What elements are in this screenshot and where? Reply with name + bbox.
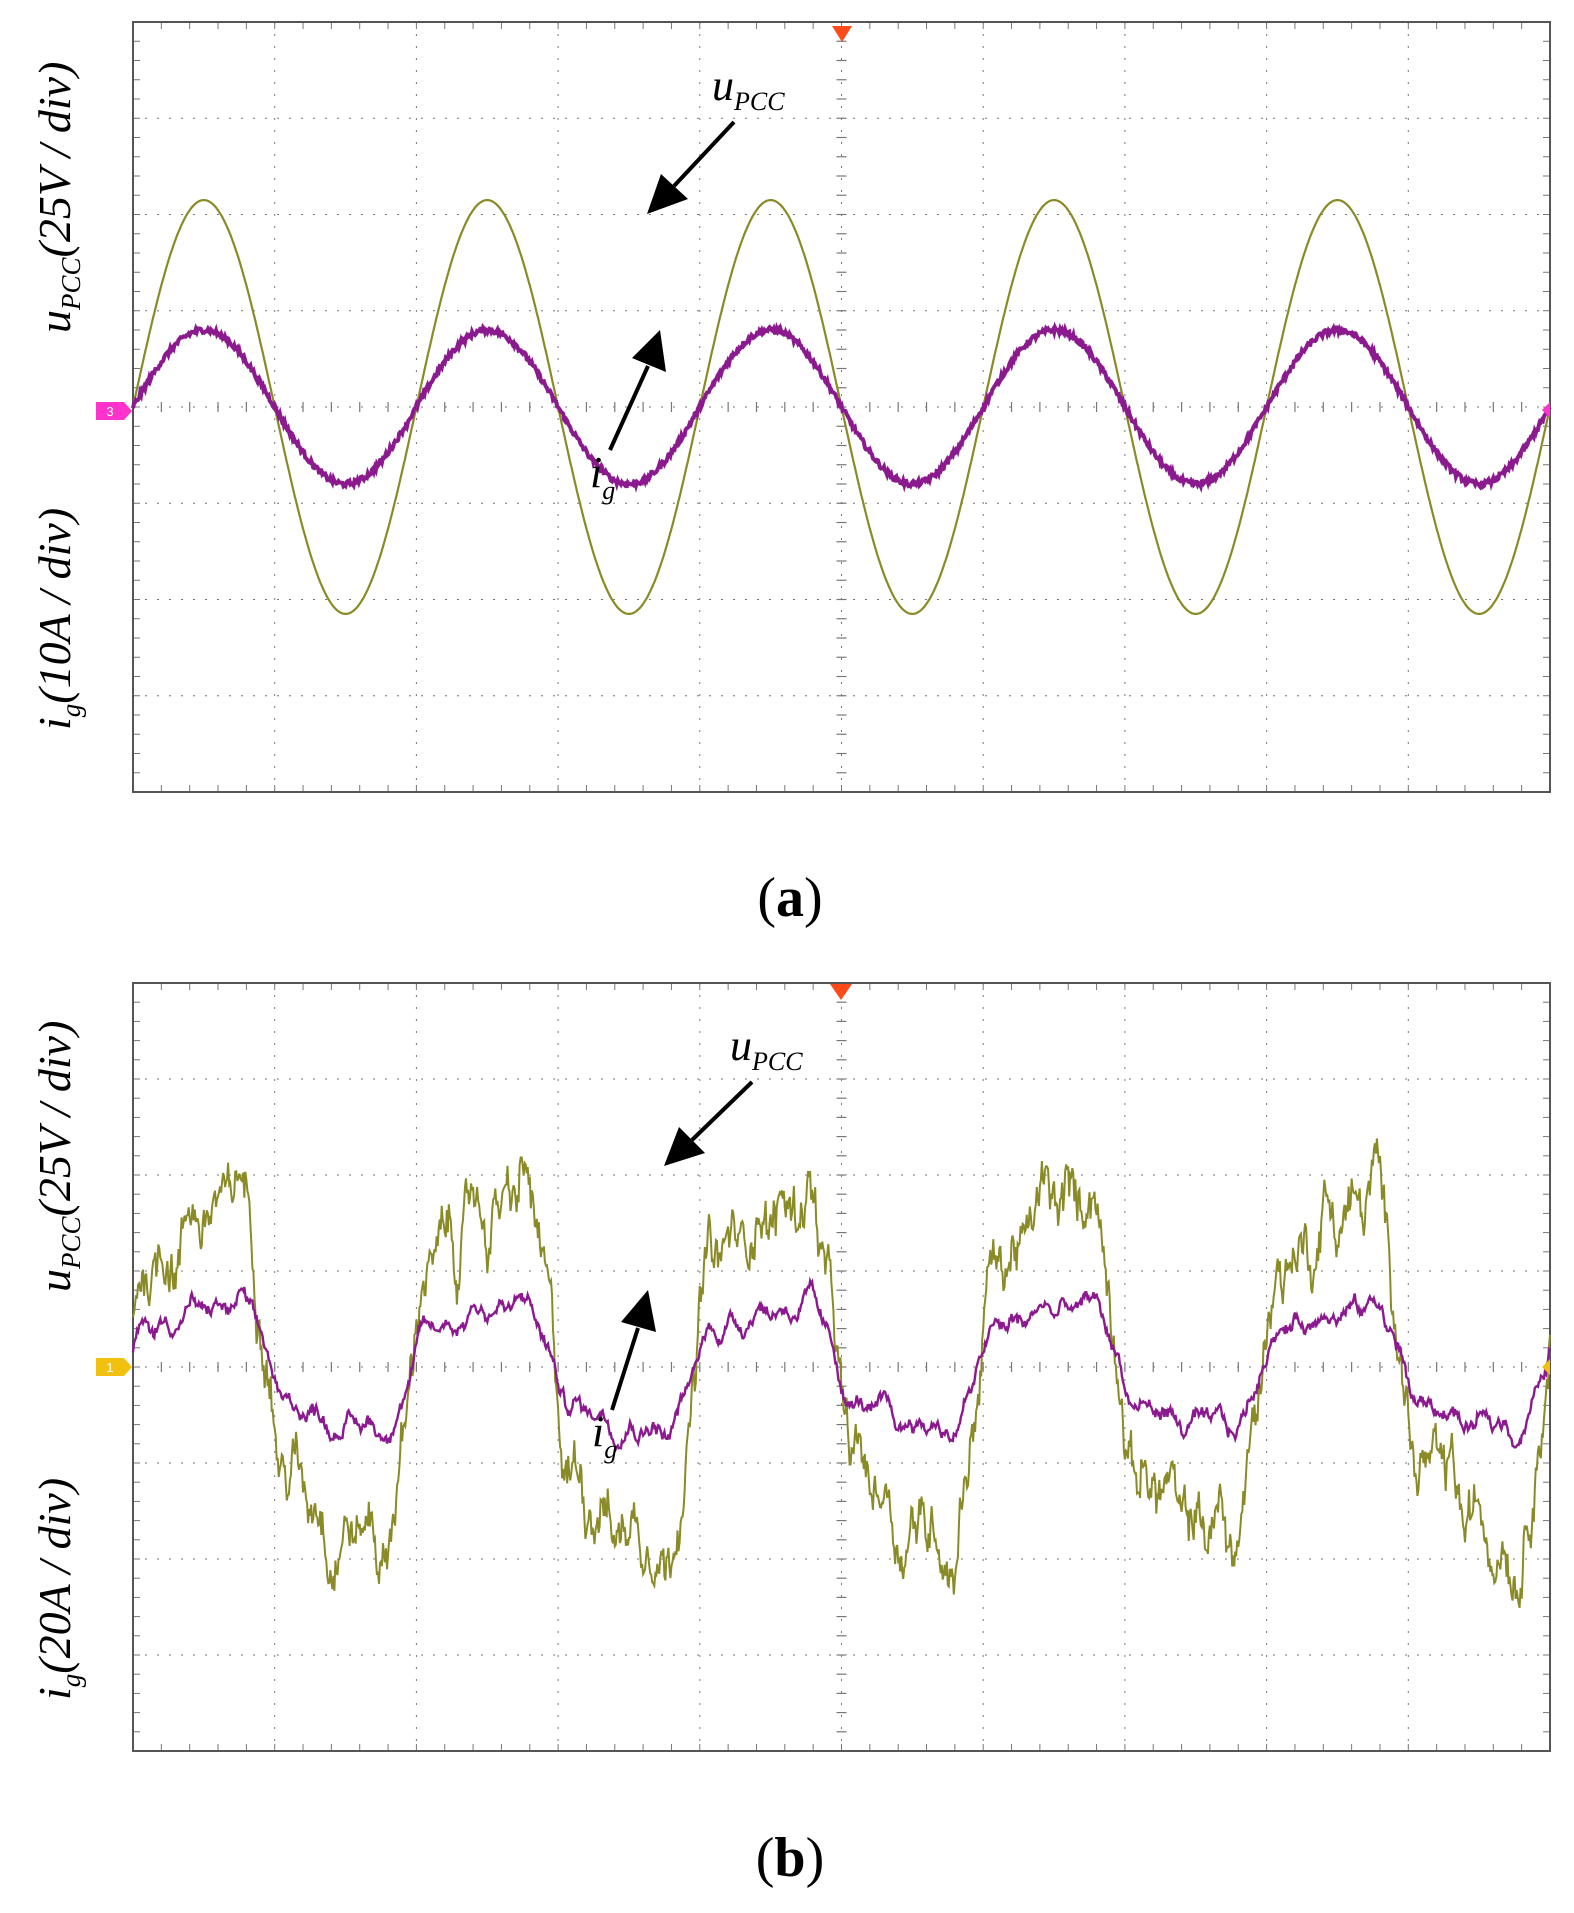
svg-text:uPCC: uPCC — [712, 61, 785, 116]
panel-a-ylabel-voltage: uPCC(25V / div) — [29, 62, 86, 333]
svg-text:ig: ig — [590, 448, 615, 505]
panel-a-ylabel-voltage-sub: PCC — [56, 256, 86, 311]
panel-b-ylabel-current: ig(20A / div) — [29, 1478, 86, 1700]
panel-a-caption-letter: a — [776, 867, 804, 929]
arrow-head-icon — [621, 1290, 656, 1332]
channel-marker-a-label: 3 — [106, 404, 113, 419]
panel-a-ylabel-current-sub: g — [56, 704, 86, 718]
panel-a-annot-current-sub: g — [602, 476, 615, 505]
panel-a-caption: (a) — [757, 867, 822, 929]
channel-marker-a: 3 — [96, 402, 132, 420]
panel-a-current-trace — [131, 321, 1552, 494]
panel-b: 1 uPCC(25V / div) ig(20A / div) uPCC ig — [29, 982, 1551, 1889]
right-marker-b — [1542, 1359, 1550, 1375]
panel-a-annot-voltage-sub: PCC — [733, 87, 785, 116]
panel-b-annotation-current: ig — [592, 1290, 656, 1464]
panel-b-ylabel-voltage-scale: (25V / div) — [29, 1021, 80, 1217]
panel-a-annot-voltage-var: u — [712, 61, 734, 110]
panel-b-ylabel-voltage-var: u — [29, 1269, 80, 1292]
panel-a-ylabel-voltage-scale: (25V / div) — [29, 62, 80, 258]
panel-b-ylabel-current-scale: (20A / div) — [29, 1478, 80, 1674]
panel-b-ylabel-current-var: i — [29, 1687, 80, 1700]
svg-text:uPCC(25V / div): uPCC(25V / div) — [29, 1021, 86, 1292]
panel-b-ylabel-voltage-sub: PCC — [56, 1215, 86, 1270]
panel-b-caption-letter: b — [774, 1827, 805, 1889]
svg-text:ig: ig — [592, 1407, 617, 1464]
channel-marker-b-label: 1 — [106, 1360, 113, 1375]
panel-a-ylabel-current: ig(10A / div) — [29, 508, 86, 730]
panel-a-annotation-voltage: uPCC — [647, 61, 785, 214]
panel-b-current-trace — [131, 1276, 1551, 1453]
panel-b-annot-voltage-sub: PCC — [751, 1047, 803, 1076]
arrow-head-icon — [632, 330, 666, 372]
panel-a-annot-current-var: i — [590, 448, 602, 497]
panel-a-annotation-current: ig — [590, 330, 666, 505]
panel-b-annot-voltage-var: u — [730, 1021, 752, 1070]
svg-text:uPCC(25V / div): uPCC(25V / div) — [29, 62, 86, 333]
panel-b-ylabel-voltage: uPCC(25V / div) — [29, 1021, 86, 1292]
svg-text:uPCC: uPCC — [730, 1021, 803, 1076]
arrow-head-icon — [647, 174, 688, 214]
panel-b-annot-current-var: i — [592, 1407, 604, 1456]
svg-text:ig(20A / div): ig(20A / div) — [29, 1478, 86, 1700]
right-marker-a — [1542, 402, 1550, 418]
panel-a-ylabel-current-scale: (10A / div) — [29, 508, 80, 704]
panel-a-ylabel-current-var: i — [29, 717, 80, 730]
arrow-head-icon — [664, 1127, 705, 1166]
panel-a-ylabel-voltage-var: u — [29, 310, 80, 333]
svg-text:ig(10A / div): ig(10A / div) — [29, 508, 86, 730]
panel-b-annot-current-sub: g — [604, 1435, 617, 1464]
trigger-marker-a — [832, 26, 852, 42]
panel-b-ylabel-current-sub: g — [56, 1674, 86, 1688]
panel-a: 3 uPCC(25V / div) ig(10A / div) uPCC ig — [29, 21, 1552, 929]
panel-b-voltage-trace — [132, 1138, 1551, 1609]
panel-b-caption: (b) — [756, 1827, 824, 1889]
channel-marker-b: 1 — [96, 1358, 132, 1376]
trigger-marker-b — [830, 984, 852, 1000]
panel-b-annotation-voltage: uPCC — [664, 1021, 803, 1166]
